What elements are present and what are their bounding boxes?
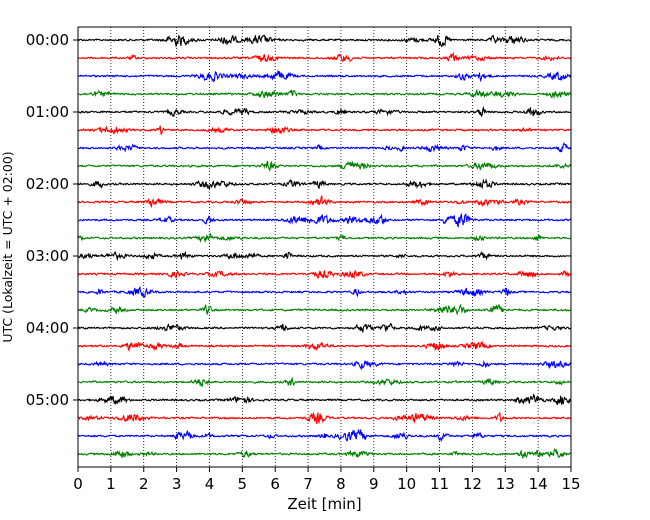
- y-tick-label: 01:00: [26, 103, 69, 121]
- seismogram-trace: [77, 360, 572, 371]
- grid-lines: [110, 27, 539, 467]
- x-tick-label: 10: [397, 475, 416, 493]
- seismogram-trace: [77, 142, 572, 153]
- seismogram-trace: [77, 195, 572, 209]
- seismogram-trace: [77, 51, 572, 63]
- x-tick-label: 3: [172, 475, 182, 493]
- y-tick-label: 00:00: [26, 31, 69, 49]
- seismogram-trace: [77, 88, 572, 99]
- x-tick-label: 13: [496, 475, 515, 493]
- x-tick-label: 8: [336, 475, 346, 493]
- x-tick-label: 2: [139, 475, 149, 493]
- seismogram-trace: [77, 125, 572, 136]
- seismogram-trace: [77, 250, 572, 262]
- y-axis-ticks: 00:00 01:00 02:00 03:00 04:00 05:00: [26, 31, 78, 409]
- y-tick-label: 04:00: [26, 319, 69, 337]
- plot-frame: [77, 26, 572, 468]
- x-tick-label: 1: [106, 475, 116, 493]
- plot-background: [78, 27, 571, 467]
- x-tick-label: 15: [561, 475, 580, 493]
- seismogram-trace: [77, 340, 572, 353]
- x-tick-label: 14: [529, 475, 548, 493]
- seismogram-trace: [77, 411, 572, 425]
- x-tick-label: 0: [73, 475, 83, 493]
- y-tick-label: 05:00: [26, 391, 69, 409]
- y-axis-label: UTC (Lokalzeit = UTC + 02:00): [0, 151, 15, 342]
- seismogram-trace: [77, 429, 572, 442]
- y-tick-label: 03:00: [26, 247, 69, 265]
- x-tick-label: 7: [303, 475, 313, 493]
- seismogram-trace: [77, 393, 572, 406]
- seismogram-trace: [77, 269, 572, 280]
- y-tick-label: 02:00: [26, 175, 69, 193]
- x-tick-label: 4: [205, 475, 215, 493]
- seismogram-trace: [77, 178, 572, 191]
- seismogram-trace: [77, 448, 572, 459]
- seismogram-trace: [77, 69, 572, 83]
- x-axis-ticks: 0 1 2 3 4 5 6 7 8 9 10 11 12 13 14 15: [73, 467, 581, 493]
- seismogram-trace: [77, 232, 572, 244]
- x-tick-label: 11: [430, 475, 449, 493]
- seismogram-trace: [77, 303, 572, 316]
- seismogram-trace: [77, 212, 572, 228]
- seismogram-trace: [77, 105, 572, 118]
- seismogram-trace: [77, 285, 572, 299]
- x-tick-label: 5: [238, 475, 248, 493]
- seismogram-trace: [77, 322, 572, 333]
- x-tick-label: 12: [463, 475, 482, 493]
- seismogram-trace: [77, 376, 572, 388]
- trace-group: [77, 34, 572, 459]
- seismogram-trace: [77, 160, 572, 172]
- x-axis-label: Zeit [min]: [287, 495, 361, 513]
- x-tick-label: 6: [270, 475, 280, 493]
- x-tick-label: 9: [369, 475, 379, 493]
- seismogram-trace: [77, 34, 572, 48]
